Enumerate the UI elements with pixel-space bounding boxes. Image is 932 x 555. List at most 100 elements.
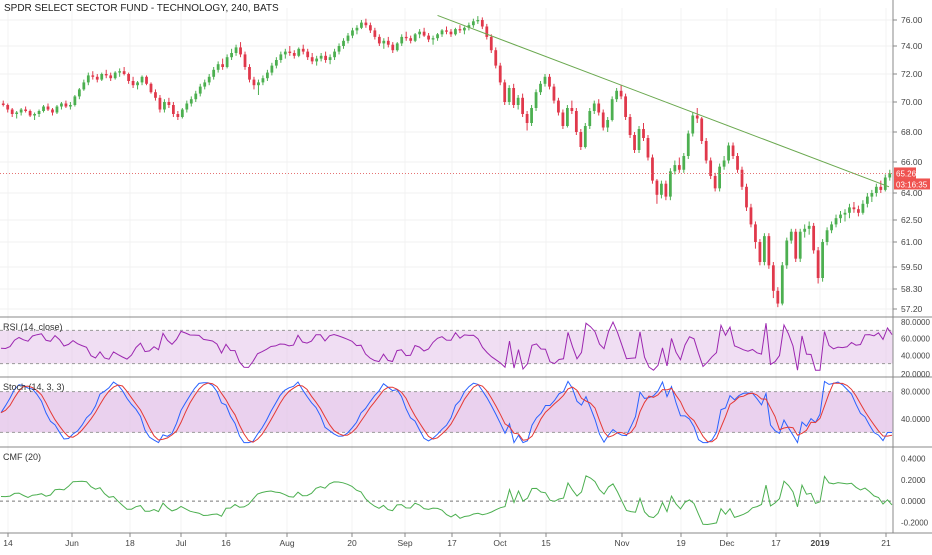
candle-body [185, 103, 189, 110]
candle-body [19, 109, 23, 113]
candle-body [561, 112, 565, 126]
candle-body [682, 156, 686, 170]
candle-body [86, 75, 90, 83]
candle-body [574, 111, 578, 132]
rsi-tick-label: 20.0000 [901, 370, 930, 379]
candle-body [95, 76, 99, 80]
time-tick-label: 20 [347, 538, 357, 548]
candle-body [677, 165, 681, 170]
candle-body [158, 97, 162, 110]
candle-body [839, 214, 842, 219]
candle-body [521, 97, 525, 114]
countdown-label: 03:16:35 [896, 180, 928, 189]
countdown-badge [894, 178, 930, 190]
candle-body [346, 35, 350, 41]
candle-body [660, 183, 663, 195]
candle-body [870, 193, 874, 197]
stoch-label: Stoch (14, 3, 3) [3, 382, 65, 392]
candle-body [368, 25, 372, 31]
candle-body [154, 92, 157, 98]
candle-body [691, 115, 695, 134]
candles-group[interactable] [0, 14, 893, 308]
candle-body [879, 186, 883, 190]
candle-body [512, 88, 516, 105]
price-tick-label: 76.00 [901, 15, 923, 25]
candle-body [740, 169, 744, 187]
candle-body [695, 115, 699, 119]
candle-body [122, 71, 126, 74]
candle-body [566, 108, 569, 126]
candle-body [471, 21, 475, 26]
candle-body [364, 22, 368, 26]
candle-body [382, 40, 386, 44]
candle-body [306, 51, 310, 58]
price-tick-label: 64.00 [901, 188, 923, 198]
candle-body [624, 96, 627, 117]
candle-body [127, 74, 130, 81]
cmf-label: CMF (20) [3, 452, 41, 462]
candle-body [15, 112, 19, 114]
candle-body [713, 175, 717, 189]
candle-body [812, 225, 816, 251]
candle-body [454, 29, 457, 35]
candle-body [498, 65, 502, 83]
candle-body [883, 177, 887, 190]
candle-body [373, 30, 377, 37]
candle-body [310, 57, 314, 62]
candle-body [203, 82, 207, 87]
candle-body [825, 230, 829, 242]
price-tick-label: 74.00 [901, 41, 923, 51]
last-price-label: 65.26 [896, 169, 917, 178]
candle-body [360, 22, 363, 28]
candle-body [418, 31, 422, 35]
rsi-tick-label: 60.0000 [901, 335, 930, 344]
stoch-d-line [0, 382, 893, 443]
rsi-label: RSI (14, close) [3, 322, 63, 332]
candle-body [355, 27, 359, 31]
candle-body [633, 135, 636, 150]
candle-body [409, 38, 413, 41]
candle-body [619, 90, 623, 97]
candle-body [646, 138, 650, 158]
candle-body [351, 30, 354, 36]
candle-body [807, 225, 811, 229]
candle-body [597, 103, 601, 113]
candle-body [485, 26, 489, 37]
stoch-band [0, 391, 893, 433]
candle-body [266, 72, 269, 79]
candle-body [221, 64, 225, 67]
time-tick-label: Jun [65, 538, 79, 548]
candle-body [637, 129, 641, 150]
candle-body [668, 171, 672, 197]
candle-body [167, 102, 171, 105]
candle-body [69, 105, 72, 107]
candle-body [337, 46, 341, 52]
candle-body [816, 250, 820, 278]
candle-body [73, 96, 77, 105]
price-tick-label: 68.00 [901, 127, 923, 137]
candle-body [91, 75, 95, 77]
candle-body [480, 20, 484, 27]
candle-body [758, 242, 762, 262]
price-tick-label: 59.50 [901, 262, 923, 272]
candle-body [686, 133, 690, 156]
candle-body [888, 173, 892, 178]
candle-body [64, 103, 68, 107]
trendline [437, 14, 890, 188]
time-tick-label: 18 [125, 538, 135, 548]
candle-body [422, 31, 426, 36]
candle-body [324, 55, 327, 60]
candle-body [283, 51, 287, 55]
candle-body [33, 114, 36, 116]
candle-body [288, 51, 292, 53]
candle-body [28, 111, 32, 116]
rsi-tick-label: 80.0000 [901, 318, 930, 327]
cmf-tick-label: 0.0000 [901, 497, 926, 506]
candle-body [257, 82, 260, 86]
candle-body [601, 112, 605, 128]
candle-body [731, 145, 735, 156]
candle-body [400, 36, 404, 44]
stoch-tick-label: 40.0000 [901, 415, 930, 424]
candle-body [315, 58, 319, 62]
